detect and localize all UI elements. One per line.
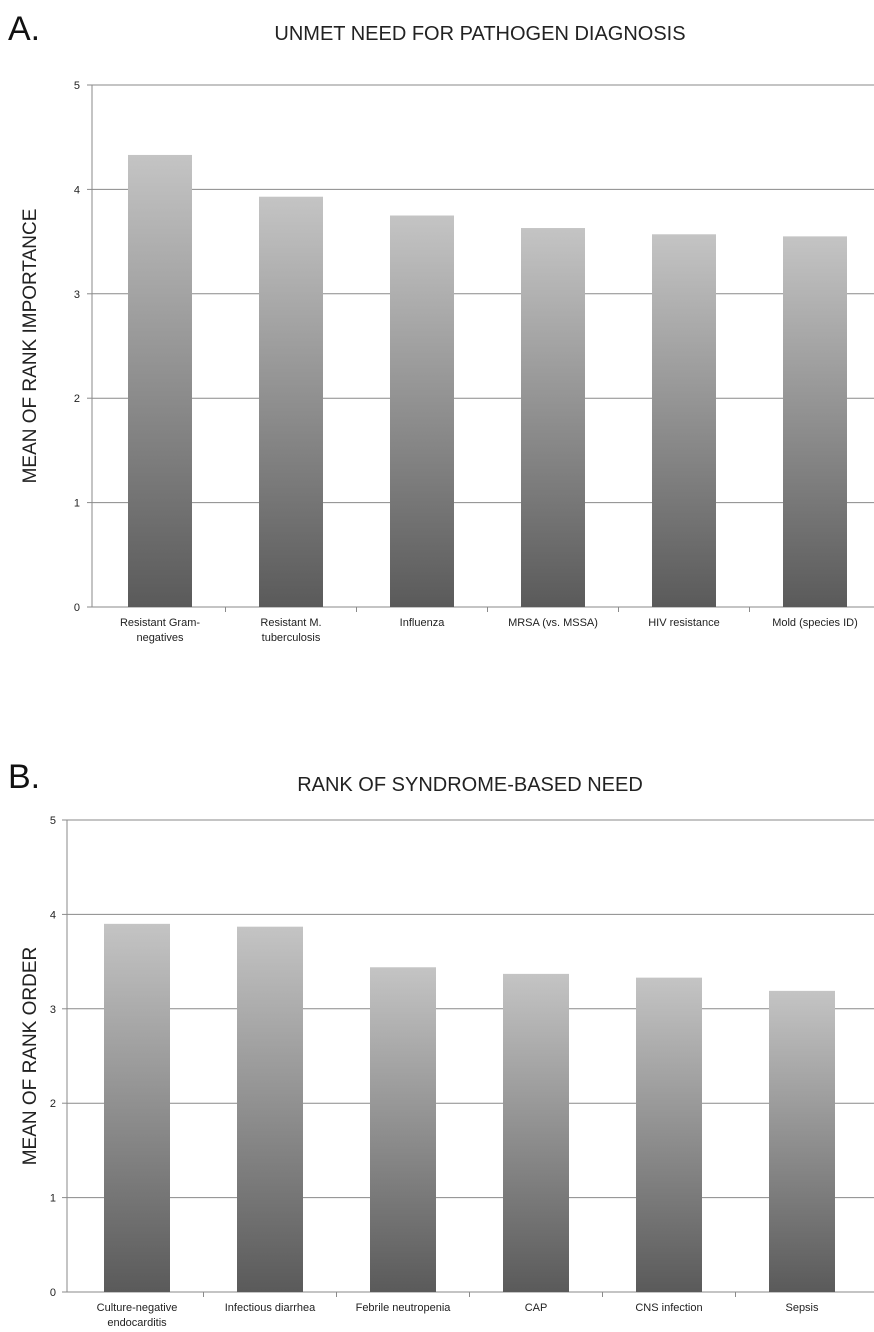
y-axis-label: MEAN OF RANK IMPORTANCE bbox=[20, 209, 41, 484]
bar bbox=[769, 990, 835, 1292]
x-tick-label: Infectious diarrhea bbox=[225, 1302, 316, 1314]
bar bbox=[259, 196, 323, 607]
bar bbox=[104, 923, 170, 1292]
y-tick-label: 4 bbox=[74, 184, 80, 196]
x-tick-label: Resistant M. tuberculosis bbox=[260, 617, 321, 644]
bar bbox=[370, 967, 436, 1292]
y-tick-label: 4 bbox=[50, 909, 56, 921]
bar bbox=[636, 977, 702, 1292]
y-tick-label: 5 bbox=[50, 815, 56, 827]
x-tick-label: Resistant Gram-negatives bbox=[120, 617, 200, 644]
x-tick-label: Mold (species ID) bbox=[772, 617, 858, 629]
y-tick-label: 2 bbox=[50, 1098, 56, 1110]
x-tick-label: CNS infection bbox=[635, 1302, 702, 1314]
chart-title: RANK OF SYNDROME-BASED NEED bbox=[297, 774, 643, 796]
x-tick-label: Sepsis bbox=[785, 1302, 819, 1314]
y-tick-label: 1 bbox=[74, 498, 80, 510]
bar bbox=[237, 926, 303, 1292]
bar bbox=[521, 228, 585, 607]
y-axis-label: MEAN OF RANK ORDER bbox=[20, 947, 41, 1166]
bar bbox=[503, 973, 569, 1292]
x-tick-label: MRSA (vs. MSSA) bbox=[508, 617, 598, 629]
x-tick-label: HIV resistance bbox=[648, 617, 720, 629]
y-tick-label: 2 bbox=[74, 393, 80, 405]
x-tick-label: Culture-negative endocarditis bbox=[97, 1302, 178, 1329]
chart-title: UNMET NEED FOR PATHOGEN DIAGNOSIS bbox=[274, 23, 685, 45]
y-tick-label: 5 bbox=[74, 80, 80, 92]
x-tick-label: Febrile neutropenia bbox=[356, 1302, 452, 1314]
bar bbox=[783, 236, 847, 607]
bar bbox=[652, 234, 716, 608]
chart-panel-a: A. UNMET NEED FOR PATHOGEN DIAGNOSIS MEAN … bbox=[8, 10, 874, 644]
y-tick-label: 0 bbox=[74, 602, 80, 614]
bar bbox=[390, 215, 454, 607]
panel-letter: A. bbox=[8, 10, 40, 48]
bar bbox=[128, 154, 192, 607]
y-tick-label: 1 bbox=[50, 1193, 56, 1205]
y-tick-label: 0 bbox=[50, 1287, 56, 1299]
x-tick-label: CAP bbox=[525, 1302, 548, 1314]
y-tick-label: 3 bbox=[50, 1004, 56, 1016]
panel-letter: B. bbox=[8, 758, 40, 796]
chart-panel-b: B. RANK OF SYNDROME-BASED NEED MEAN OF RAN… bbox=[8, 758, 874, 1329]
x-tick-label: Influenza bbox=[400, 617, 446, 629]
y-tick-label: 3 bbox=[74, 289, 80, 301]
